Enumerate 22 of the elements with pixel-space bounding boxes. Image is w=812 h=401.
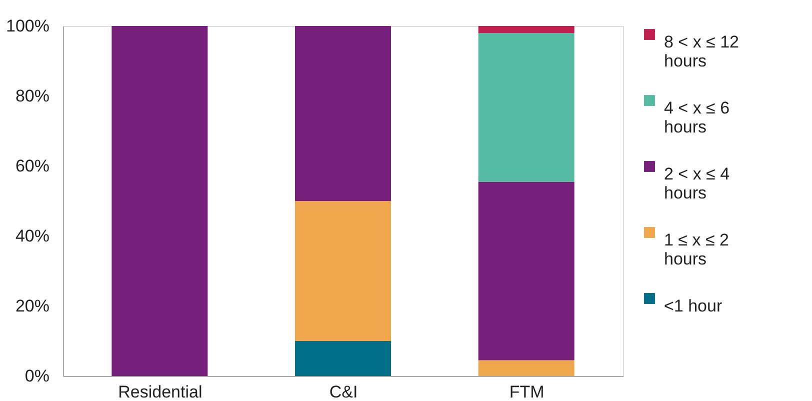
legend-label: 2 < x ≤ 4 hours — [664, 164, 730, 202]
bar — [478, 182, 574, 360]
y-tick-label: 60% — [15, 156, 50, 176]
bar — [478, 360, 574, 376]
bar — [295, 26, 391, 201]
bar — [295, 201, 391, 341]
bar — [295, 341, 391, 376]
x-tick-label: FTM — [509, 382, 544, 401]
legend-label: 8 < x ≤ 12 hours — [664, 32, 740, 70]
x-tick-label: Residential — [118, 382, 202, 401]
bar — [112, 26, 208, 376]
bar — [478, 33, 574, 182]
legend-label: 1 ≤ x ≤ 2 hours — [664, 230, 729, 268]
legend-label: 4 < x ≤ 6 hours — [664, 98, 730, 136]
y-tick-label: 0% — [24, 366, 50, 386]
y-tick-label: 80% — [15, 86, 50, 106]
legend-label: <1 hour — [664, 296, 722, 316]
y-tick-label: 40% — [15, 226, 50, 246]
y-tick-label: 20% — [15, 296, 50, 316]
bar — [478, 26, 574, 33]
x-tick-label: C&I — [329, 382, 358, 401]
y-tick-label: 100% — [6, 16, 50, 36]
